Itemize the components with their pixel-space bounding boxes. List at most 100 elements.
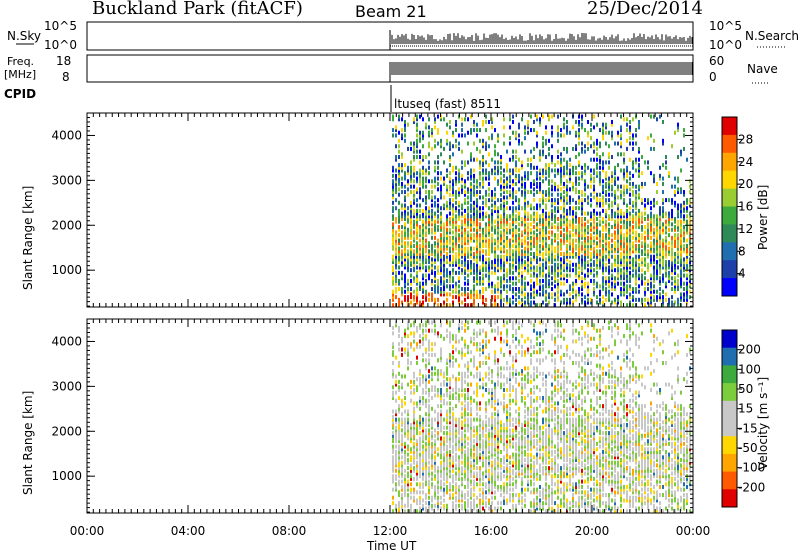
power-cell (521, 181, 523, 186)
power-cell (584, 246, 586, 251)
power-cell (659, 230, 661, 235)
velocity-cell (419, 401, 421, 406)
power-cell (578, 122, 580, 127)
power-cell (536, 276, 538, 281)
power-cell (626, 222, 628, 227)
power-cell (503, 249, 505, 254)
power-cell (479, 254, 481, 259)
power-cell (662, 198, 664, 203)
power-cell (605, 297, 607, 302)
velocity-cell (404, 474, 406, 479)
power-cell (500, 203, 502, 208)
power-cell (512, 211, 514, 216)
power-cell (569, 211, 571, 216)
power-cell (476, 227, 478, 232)
power-cell (458, 278, 460, 283)
power-cell (536, 249, 538, 254)
velocity-cell (410, 331, 412, 336)
power-cell (620, 192, 622, 197)
power-cell (395, 155, 397, 160)
power-cell (656, 249, 658, 254)
velocity-cell (404, 428, 406, 433)
power-cell (530, 206, 532, 211)
power-cell (491, 227, 493, 232)
power-cell (464, 190, 466, 195)
power-cell (602, 243, 604, 248)
power-cell (467, 206, 469, 211)
power-cell (506, 235, 508, 240)
power-cell (548, 187, 550, 192)
power-cell (554, 216, 556, 221)
power-cell (530, 203, 532, 208)
nsky-label: N.Sky (7, 29, 41, 43)
power-cell (392, 241, 394, 246)
power-cell (650, 216, 652, 221)
power-cell (428, 227, 430, 232)
power-cell (473, 292, 475, 297)
power-cell (644, 270, 646, 275)
power-cell (407, 219, 409, 224)
power-cell (638, 195, 640, 200)
velocity-cell (416, 460, 418, 465)
power-cell (446, 203, 448, 208)
power-cell (560, 262, 562, 267)
power-cell (515, 214, 517, 219)
power-cell (686, 295, 688, 300)
power-cell (641, 181, 643, 186)
velocity-cell (419, 441, 421, 446)
power-cell (452, 208, 454, 213)
velocity-cell (398, 509, 400, 514)
power-cell (452, 190, 454, 195)
power-cell (539, 238, 541, 243)
power-cell (410, 292, 412, 297)
power-cell (506, 179, 508, 184)
power-cell (605, 235, 607, 240)
power-cell (410, 300, 412, 305)
velocity-cell (416, 377, 418, 382)
power-cell (527, 235, 529, 240)
velocity-cell (401, 374, 403, 379)
power-cell (689, 235, 691, 240)
power-cell (680, 262, 682, 267)
velocity-cell (401, 412, 403, 417)
power-cell (467, 233, 469, 238)
power-cell (659, 206, 661, 211)
power-cell (467, 241, 469, 246)
velocity-cell (410, 458, 412, 463)
power-cell (452, 246, 454, 251)
power-cell (482, 211, 484, 216)
power-cell (503, 125, 505, 130)
power-cell (689, 284, 691, 289)
power-cell (614, 200, 616, 205)
velocity-cell (422, 463, 424, 468)
power-cell (587, 287, 589, 292)
power-cell (413, 243, 415, 248)
power-cell (509, 190, 511, 195)
power-cell (500, 265, 502, 270)
power-cell (578, 238, 580, 243)
power-cell (566, 300, 568, 305)
power-cell (563, 300, 565, 305)
power-cell (602, 257, 604, 262)
power-cell (596, 192, 598, 197)
velocity-cell (401, 503, 403, 508)
power-cell (392, 195, 394, 200)
power-cell (608, 295, 610, 300)
power-cell (530, 300, 532, 305)
power-cell (566, 297, 568, 302)
velocity-cell (416, 452, 418, 457)
power-cell (548, 181, 550, 186)
power-cell (425, 214, 427, 219)
velocity-cell (404, 328, 406, 333)
power-cell (689, 238, 691, 243)
power-cell (680, 222, 682, 227)
power-cell (422, 276, 424, 281)
velocity-cell (395, 503, 397, 508)
power-cell (473, 284, 475, 289)
power-cell (515, 249, 517, 254)
power-cell (608, 276, 610, 281)
power-cell (626, 171, 628, 176)
power-cell (473, 303, 475, 308)
power-cell (644, 246, 646, 251)
power-cell (449, 157, 451, 162)
